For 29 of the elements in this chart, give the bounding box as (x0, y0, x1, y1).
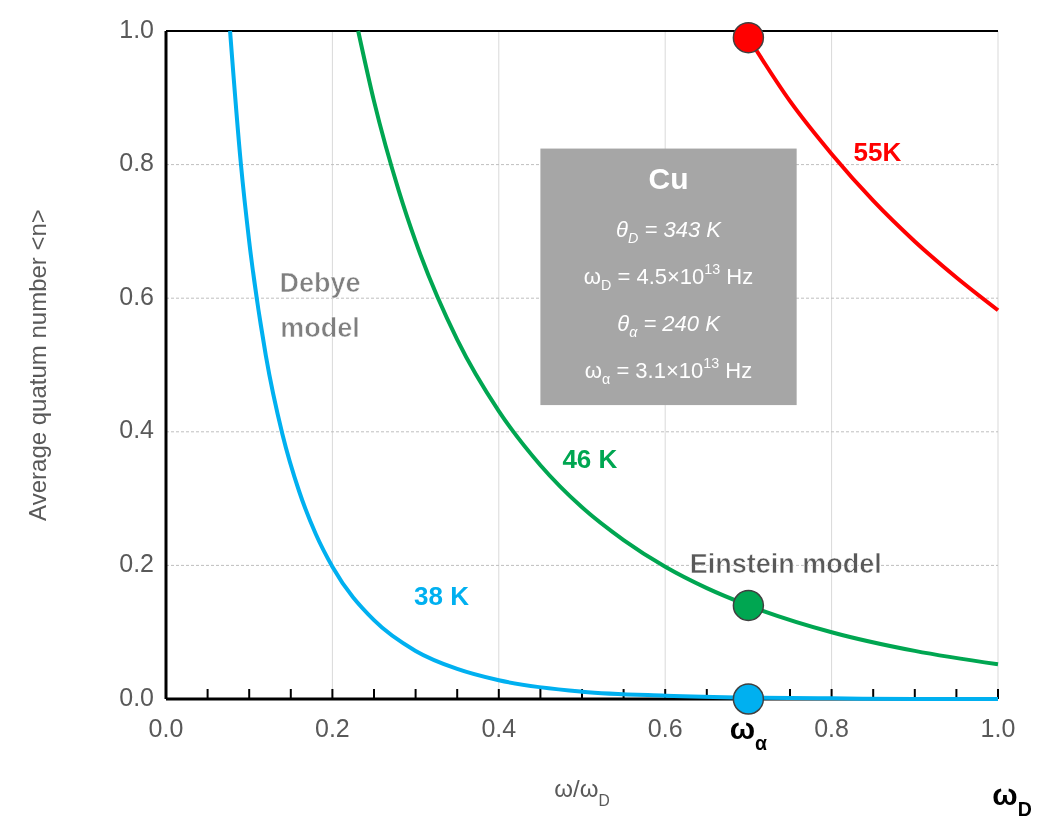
series-label: 46 K (562, 444, 618, 475)
y-tick-label: 0.4 (119, 415, 155, 444)
annotation: Einstein model (689, 548, 882, 579)
annotation: Cu (648, 162, 689, 196)
x-axis-title: ω/ω$_{D}$ (554, 775, 610, 809)
x-tick-label: 0.0 (148, 714, 184, 742)
y-tick-label: 0.6 (119, 281, 154, 310)
x-tick-label: 0.8 (814, 714, 849, 742)
y-axis-title: Average quatum number <n> (24, 209, 51, 521)
y-tick-label: 1.0 (119, 14, 154, 43)
text: ω$_{D}$ (992, 778, 1032, 820)
x-tick-label: 1.0 (980, 714, 1016, 742)
y-tick-label: 0.0 (119, 682, 154, 711)
text: ω$_{α}$ (729, 712, 768, 754)
annotation: θ$_{α}$ = 240 K (617, 310, 722, 340)
annotation: ω$_{α}$ = 3.1×10$^{13}$ Hz (584, 354, 753, 387)
y-tick-label: 0.2 (119, 549, 154, 578)
annotation: ω$_{D}$ = 4.5×10$^{13}$ Hz (583, 260, 754, 293)
point (732, 21, 765, 54)
annotation: Debye model (279, 267, 361, 343)
series-label: 38 K (414, 581, 470, 612)
point (732, 683, 765, 715)
x-tick-label: 0.4 (481, 714, 517, 742)
x-tick-label: 0.2 (315, 714, 350, 742)
y-tick-label: 0.8 (119, 148, 154, 177)
series-label: 55K (853, 136, 902, 167)
point (732, 589, 765, 622)
x-tick-label: 0.6 (647, 714, 683, 742)
annotation: θ$_{D}$ = 343 K (616, 217, 723, 247)
